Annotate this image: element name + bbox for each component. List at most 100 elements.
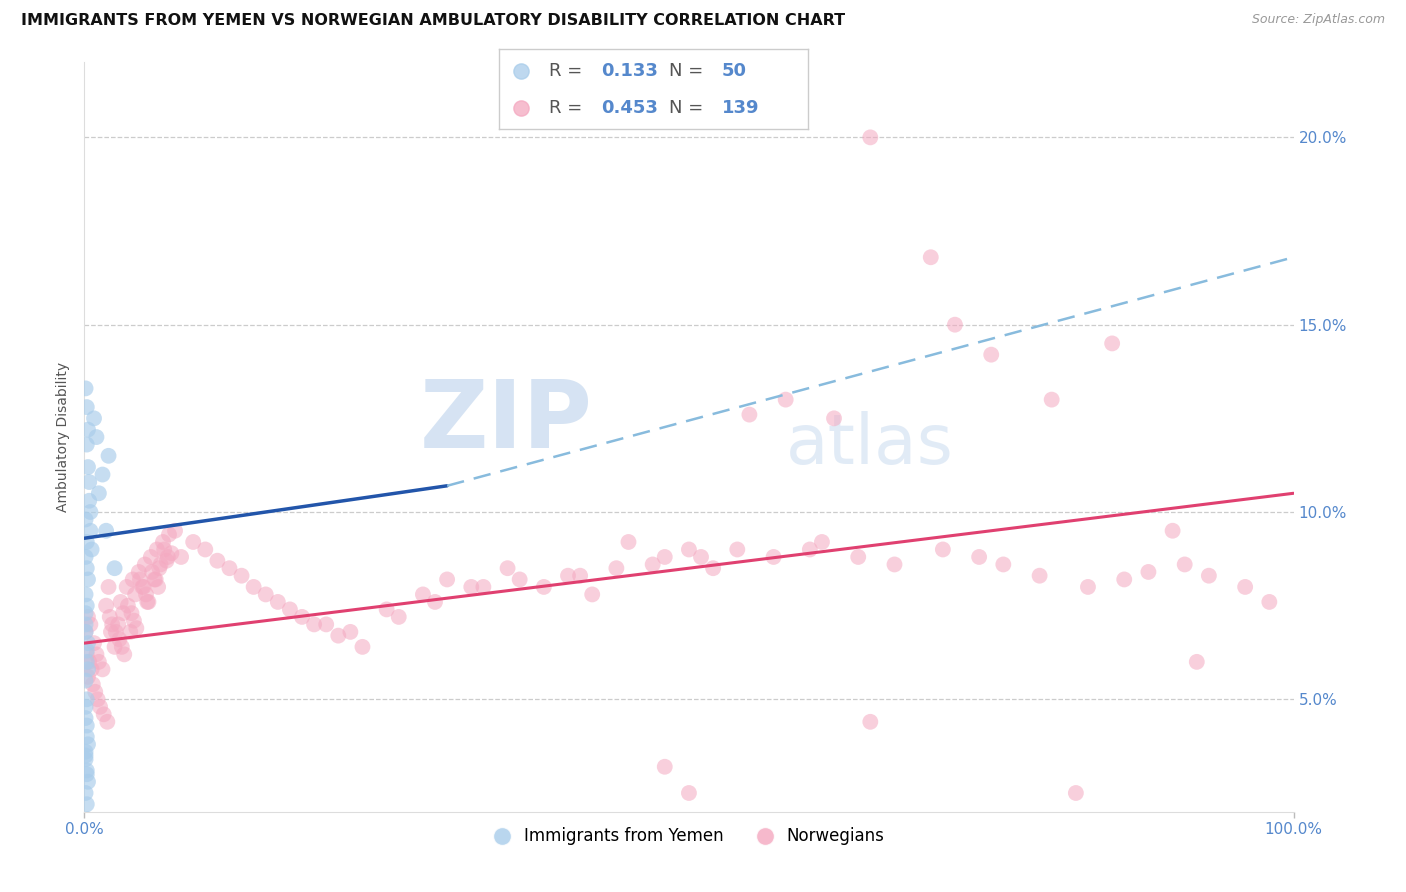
Point bbox=[91, 467, 114, 482]
Point bbox=[125, 621, 148, 635]
Point bbox=[153, 542, 176, 557]
Point bbox=[557, 568, 579, 582]
Point bbox=[111, 640, 134, 654]
Point bbox=[121, 573, 143, 587]
Point bbox=[86, 648, 108, 662]
Point bbox=[509, 573, 531, 587]
Point bbox=[460, 580, 482, 594]
Point bbox=[96, 714, 118, 729]
Point bbox=[112, 648, 135, 662]
Point bbox=[472, 580, 495, 594]
Point bbox=[980, 348, 1002, 362]
Point bbox=[932, 542, 955, 557]
Point bbox=[654, 760, 676, 774]
Point bbox=[76, 655, 98, 669]
Point bbox=[702, 561, 724, 575]
Point bbox=[104, 640, 127, 654]
Point bbox=[141, 565, 163, 579]
Point bbox=[993, 558, 1015, 572]
Point bbox=[128, 565, 150, 579]
Point bbox=[77, 774, 100, 789]
Point bbox=[84, 685, 107, 699]
Point bbox=[77, 460, 100, 475]
Point bbox=[79, 524, 101, 538]
Point bbox=[86, 430, 108, 444]
Point bbox=[100, 624, 122, 639]
Text: 50: 50 bbox=[721, 62, 747, 79]
Point bbox=[267, 595, 290, 609]
Point bbox=[108, 632, 131, 647]
Point bbox=[146, 542, 169, 557]
Point bbox=[496, 561, 519, 575]
Point bbox=[76, 437, 98, 451]
Y-axis label: Ambulatory Disability: Ambulatory Disability bbox=[56, 362, 70, 512]
Point bbox=[678, 786, 700, 800]
Point bbox=[859, 130, 882, 145]
Point bbox=[97, 580, 120, 594]
Point bbox=[690, 549, 713, 564]
Text: IMMIGRANTS FROM YEMEN VS NORWEGIAN AMBULATORY DISABILITY CORRELATION CHART: IMMIGRANTS FROM YEMEN VS NORWEGIAN AMBUL… bbox=[21, 13, 845, 29]
Point bbox=[75, 624, 97, 639]
Point bbox=[823, 411, 845, 425]
Point bbox=[799, 542, 821, 557]
Point bbox=[77, 670, 100, 684]
Point bbox=[218, 561, 240, 575]
Point bbox=[423, 595, 446, 609]
Point bbox=[75, 699, 97, 714]
Point bbox=[75, 549, 97, 564]
Point bbox=[91, 662, 114, 676]
Point bbox=[76, 730, 98, 744]
Point bbox=[156, 549, 179, 564]
Point bbox=[569, 568, 592, 582]
Point bbox=[157, 527, 180, 541]
Point bbox=[117, 599, 139, 613]
Point bbox=[89, 699, 111, 714]
Point bbox=[143, 573, 166, 587]
Point bbox=[302, 617, 325, 632]
Text: 0.133: 0.133 bbox=[602, 62, 658, 79]
Point bbox=[134, 558, 156, 572]
Point bbox=[1185, 655, 1208, 669]
Point bbox=[75, 512, 97, 526]
Point bbox=[242, 580, 264, 594]
Point bbox=[75, 786, 97, 800]
Point bbox=[77, 493, 100, 508]
Point bbox=[83, 636, 105, 650]
Point bbox=[76, 842, 98, 856]
Point bbox=[152, 535, 174, 549]
Point bbox=[775, 392, 797, 407]
Point bbox=[87, 655, 110, 669]
Point bbox=[138, 595, 160, 609]
Point bbox=[115, 580, 138, 594]
Point bbox=[1064, 786, 1087, 800]
Point bbox=[136, 595, 159, 609]
Point bbox=[207, 554, 229, 568]
Point bbox=[121, 606, 143, 620]
Point bbox=[76, 648, 98, 662]
Point bbox=[291, 610, 314, 624]
Point bbox=[75, 617, 97, 632]
Point bbox=[388, 610, 411, 624]
Point bbox=[533, 580, 555, 594]
Point bbox=[339, 624, 361, 639]
Text: N =: N = bbox=[669, 99, 703, 117]
Point bbox=[1077, 580, 1099, 594]
Point bbox=[76, 561, 98, 575]
Point bbox=[254, 587, 277, 601]
Point bbox=[920, 250, 942, 264]
Point bbox=[107, 617, 129, 632]
Text: R =: R = bbox=[548, 62, 582, 79]
Point bbox=[1040, 392, 1063, 407]
Point bbox=[93, 707, 115, 722]
Point bbox=[77, 423, 100, 437]
Point bbox=[654, 549, 676, 564]
Point bbox=[112, 606, 135, 620]
Point bbox=[617, 535, 640, 549]
Point bbox=[77, 610, 100, 624]
Point bbox=[846, 549, 869, 564]
Point bbox=[165, 524, 187, 538]
Point bbox=[883, 558, 905, 572]
Point bbox=[75, 711, 97, 725]
Point bbox=[124, 587, 146, 601]
Point bbox=[76, 767, 98, 781]
